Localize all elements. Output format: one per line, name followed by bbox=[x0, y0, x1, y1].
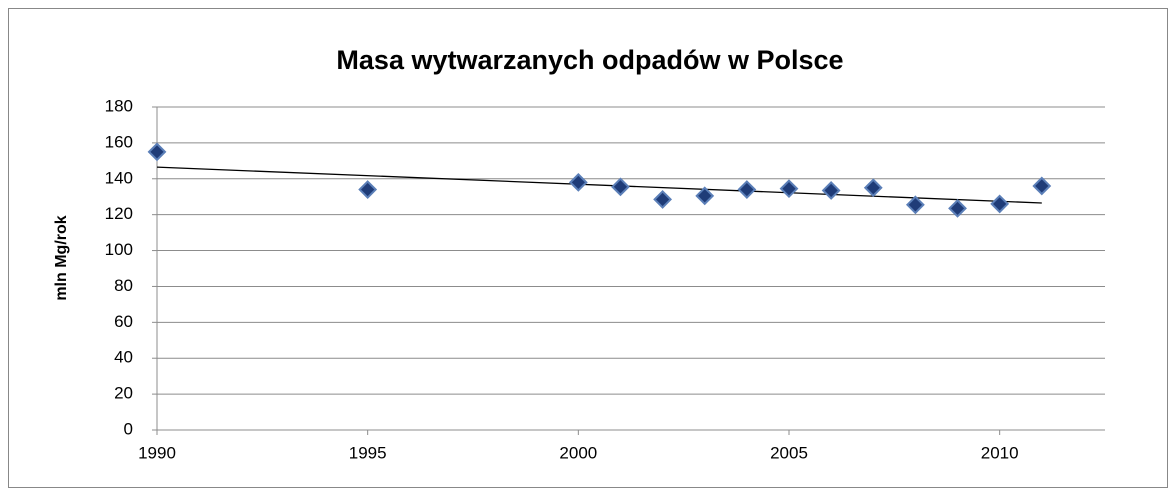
y-tick-label: 20 bbox=[114, 384, 133, 403]
y-tick-label: 80 bbox=[114, 276, 133, 295]
point bbox=[779, 179, 799, 199]
point bbox=[990, 194, 1010, 214]
chart-title: Masa wytwarzanych odpadów w Polsce bbox=[336, 45, 843, 75]
point bbox=[611, 177, 630, 197]
trendline bbox=[156, 166, 1042, 204]
y-tick-label: 60 bbox=[114, 312, 133, 331]
x-tick-label: 2005 bbox=[770, 443, 808, 462]
point bbox=[695, 186, 715, 206]
y-tick-label: 100 bbox=[105, 240, 133, 259]
point bbox=[821, 181, 841, 200]
x-tick-label: 2010 bbox=[981, 443, 1019, 462]
y-tick-label: 180 bbox=[105, 96, 133, 115]
y-tick-label: 40 bbox=[114, 348, 133, 367]
y-tick-label: 140 bbox=[105, 168, 133, 187]
point bbox=[568, 172, 588, 192]
x-tick-label: 2000 bbox=[559, 443, 597, 462]
chart-border bbox=[8, 8, 1168, 488]
y-axis-label: mln Mg/rok bbox=[53, 215, 70, 300]
point bbox=[147, 142, 167, 162]
point bbox=[863, 178, 883, 198]
y-tick-label: 160 bbox=[105, 132, 133, 151]
y-tick-label: 120 bbox=[105, 204, 133, 223]
point bbox=[1032, 176, 1052, 196]
point bbox=[653, 189, 673, 209]
x-tick-label: 1995 bbox=[349, 443, 387, 462]
point bbox=[948, 198, 967, 218]
point bbox=[358, 180, 378, 199]
point bbox=[737, 180, 757, 199]
point bbox=[905, 195, 925, 215]
x-tick-label: 1990 bbox=[138, 443, 176, 462]
y-tick-label: 0 bbox=[124, 419, 133, 438]
